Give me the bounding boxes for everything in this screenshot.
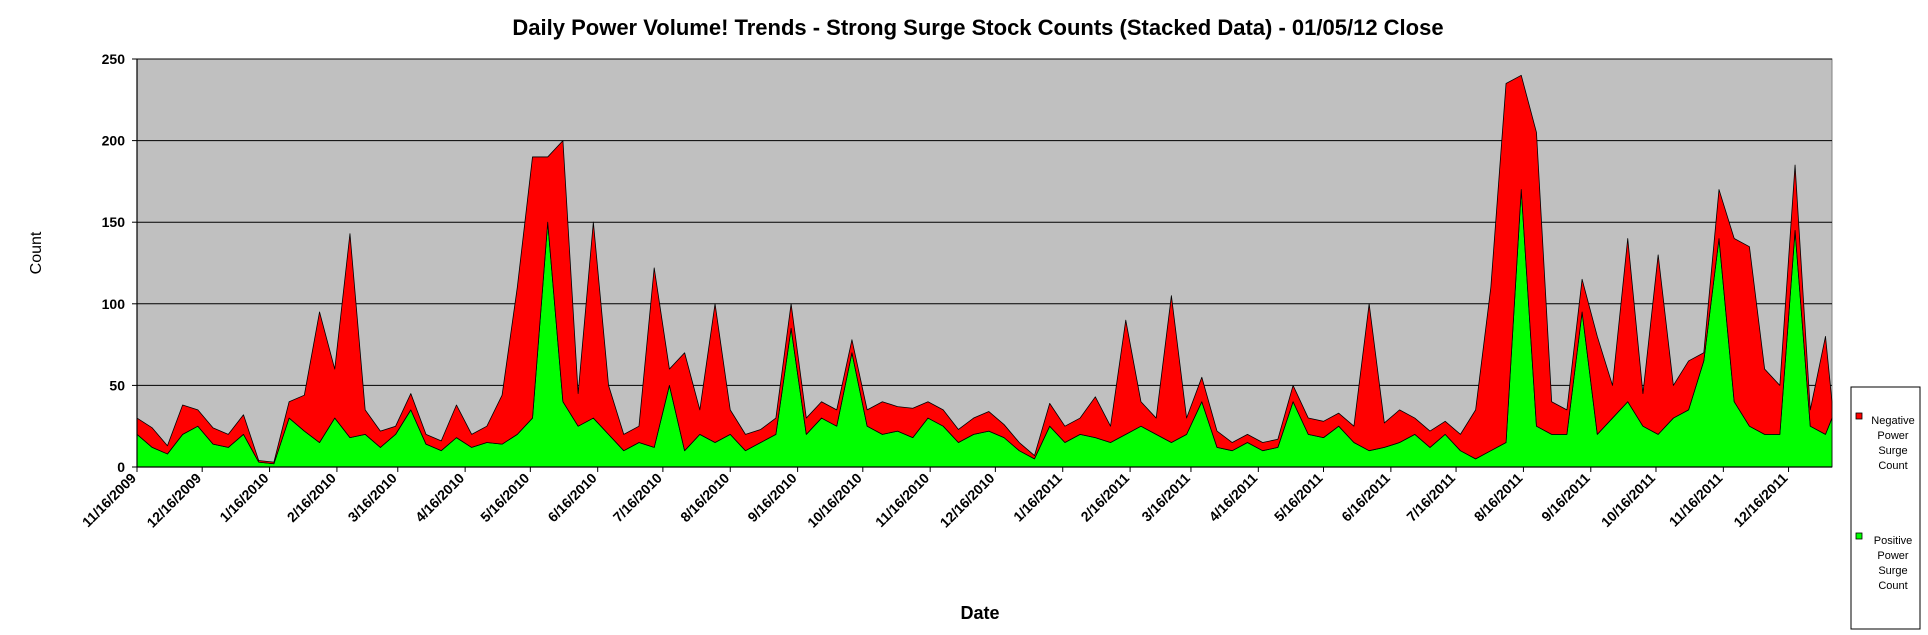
y-tick-label-5: 250: [102, 51, 126, 67]
x-tick-label-13: 12/16/2010: [937, 470, 998, 531]
legend-label-negative: Negative Power Surge Count: [1871, 415, 1914, 472]
x-tick-label-14: 1/16/2011: [1010, 470, 1065, 525]
x-tick-label-22: 9/16/2011: [1538, 470, 1593, 525]
legend-swatch-negative: [1855, 412, 1863, 420]
legend-swatch-positive: [1855, 532, 1863, 540]
legend-label-positive: Positive Power Surge Count: [1874, 535, 1913, 592]
series-area-negative: [136, 74, 1833, 465]
x-tick-label-21: 8/16/2011: [1471, 470, 1526, 525]
x-tick-label-23: 10/16/2011: [1598, 470, 1658, 530]
x-tick-label-11: 10/16/2010: [804, 470, 865, 531]
chart-title: Daily Power Volume! Trends - Strong Surg…: [512, 15, 1443, 40]
y-axis-title: Count: [28, 231, 45, 274]
y-tick-label-3: 150: [102, 214, 126, 230]
x-tick-label-8: 7/16/2010: [610, 470, 666, 526]
x-tick-label-18: 5/16/2011: [1271, 470, 1326, 525]
x-tick-label-12: 11/16/2010: [872, 470, 932, 530]
x-tick-label-15: 2/16/2011: [1077, 470, 1132, 525]
x-tick-label-2: 1/16/2010: [216, 470, 272, 526]
x-tick-label-5: 4/16/2010: [412, 470, 468, 526]
x-tick-label-17: 4/16/2011: [1206, 470, 1261, 525]
x-tick-label-16: 3/16/2011: [1138, 470, 1193, 525]
x-tick-label-6: 5/16/2010: [477, 470, 533, 526]
x-tick-label-3: 2/16/2010: [284, 470, 340, 526]
x-tick-label-1: 12/16/2009: [143, 470, 204, 531]
y-tick-label-0: 0: [117, 459, 125, 475]
x-tick-label-9: 8/16/2010: [677, 470, 733, 526]
y-tick-label-2: 100: [102, 296, 126, 312]
x-tick-label-4: 3/16/2010: [345, 470, 401, 526]
legend-box: [1850, 386, 1921, 630]
x-axis-title: Date: [960, 603, 999, 623]
x-tick-label-10: 9/16/2010: [744, 470, 800, 526]
x-tick-label-24: 11/16/2011: [1666, 470, 1726, 530]
y-tick-label-1: 50: [109, 377, 125, 393]
legend: Negative Power Surge Count Positive Power Surg…: [1850, 386, 1921, 630]
x-tick-label-0: 11/16/2009: [79, 470, 139, 530]
x-tick-label-19: 6/16/2011: [1338, 470, 1393, 525]
x-tick-label-25: 12/16/2011: [1730, 470, 1790, 530]
x-tick-label-7: 6/16/2010: [544, 470, 600, 526]
x-tick-label-20: 7/16/2011: [1403, 470, 1458, 525]
y-tick-label-4: 200: [102, 133, 126, 149]
